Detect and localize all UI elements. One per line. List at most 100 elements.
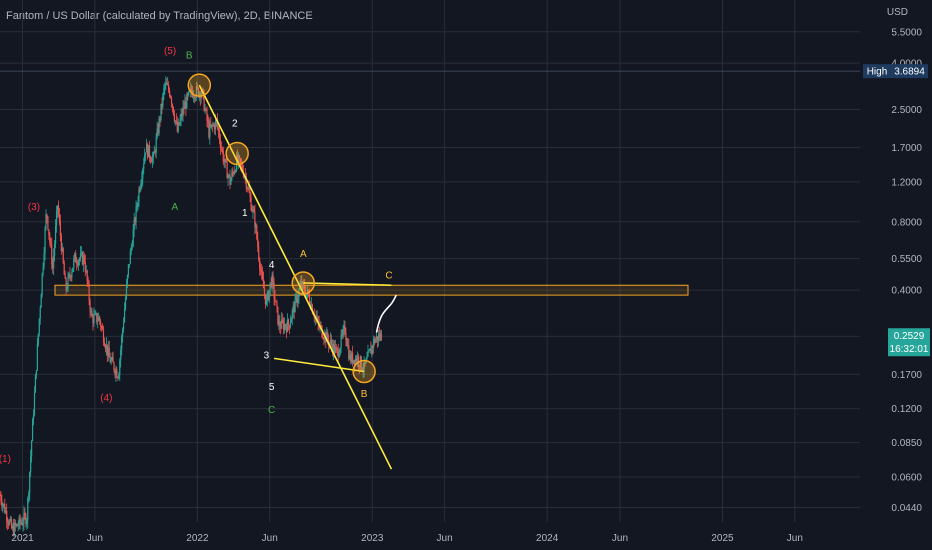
candle-body [352,359,355,364]
wave-label: C [268,405,275,416]
price-badges: High 3.6894 0.2529 16:32:01 [863,64,930,357]
candle-body [192,96,195,98]
candle-body [33,392,36,415]
candle-body [116,369,118,378]
candle-body [250,197,252,211]
candle-body [89,300,91,312]
horizontal-zone-layer [54,284,689,296]
candle-body [65,278,67,290]
candle-body [258,247,260,260]
candle-body [25,515,27,525]
candle-body [178,122,180,125]
time-tick-label: 2024 [536,533,559,544]
candle-body [194,96,197,99]
candle-body [77,260,80,266]
candle-body [342,329,344,335]
candle-body [279,321,281,328]
candle-body [126,275,129,285]
candle-body [154,151,156,153]
candle-body [155,137,157,153]
candle-body [66,288,68,290]
candle-body [180,113,182,120]
time-axis[interactable]: 2021 Jun 2022 Jun 2023 Jun 2024 Jun 2025 Jun [11,533,803,544]
candle-body [275,301,277,303]
candle-body [367,351,369,357]
candle-body [226,161,228,179]
candle-body [127,264,130,276]
time-tick-label: Jun [437,533,453,544]
candle-body [283,324,286,331]
candle-body [118,374,120,379]
candle-body [297,297,299,303]
candle-body [193,96,196,99]
wave-label: (3) [28,202,40,213]
candle-body [224,158,226,162]
candle-body [329,340,332,343]
candle-body [276,301,278,307]
candle-body [304,285,306,293]
candle-body [259,259,261,269]
trend-lines[interactable] [198,84,397,470]
candle-body [375,339,377,343]
candle-body [106,344,108,356]
candle-body [97,320,99,322]
marker-circle [225,141,249,166]
candle-body [37,333,39,345]
wave-label: (4) [100,393,112,404]
candle-body [169,95,172,98]
candle-body [114,370,116,375]
candle-body [10,519,13,529]
candle-body [270,282,272,287]
wave-label: (5) [164,46,176,57]
candle-body [188,91,190,96]
last-price: 0.2529 [894,331,925,342]
candle-body [346,340,348,346]
candle-body [336,347,338,351]
candle-body [63,262,65,275]
candle-body [352,352,354,364]
candle-body [13,522,15,535]
candle-body [16,524,18,527]
candle-body [87,281,89,285]
candle-body [222,150,224,162]
candle-body [108,347,110,358]
marker-circles[interactable] [187,73,376,384]
candle-body [330,340,333,346]
candle-body [190,88,192,92]
candle-body [343,325,345,330]
price-tick-label: 0.8000 [891,217,922,228]
candle-body [56,205,59,211]
candle-body [371,346,373,354]
candle-body [164,84,166,89]
wave-label: A [172,202,179,213]
candle-body [93,314,95,324]
candle-body [170,97,173,105]
candle-body [149,157,152,161]
candle-body [78,258,81,261]
price-tick-label: 0.1200 [891,404,922,415]
candle-body [266,292,268,300]
candle-body [44,228,46,254]
candle-body [3,504,5,505]
candle-body [96,313,98,322]
candle-body [7,520,9,523]
candle-body [42,266,44,274]
candle-body [253,209,255,212]
candle-body [95,313,97,314]
candle-body [232,172,234,174]
candle-body [289,322,291,328]
wave-label: A [300,249,307,260]
price-axis[interactable]: 5.50004.00002.50001.70001.20000.80000.55… [887,7,923,514]
candle-body [24,513,26,516]
candle-body [308,295,311,304]
wave-label: C [385,270,392,281]
candle-body [287,319,290,326]
candle-body [195,85,198,97]
candle-body [49,235,51,243]
candle-body [363,362,365,371]
marker-circle [187,73,212,97]
candle-body [84,261,86,272]
candle-body [274,297,276,302]
candle-body [110,359,112,363]
